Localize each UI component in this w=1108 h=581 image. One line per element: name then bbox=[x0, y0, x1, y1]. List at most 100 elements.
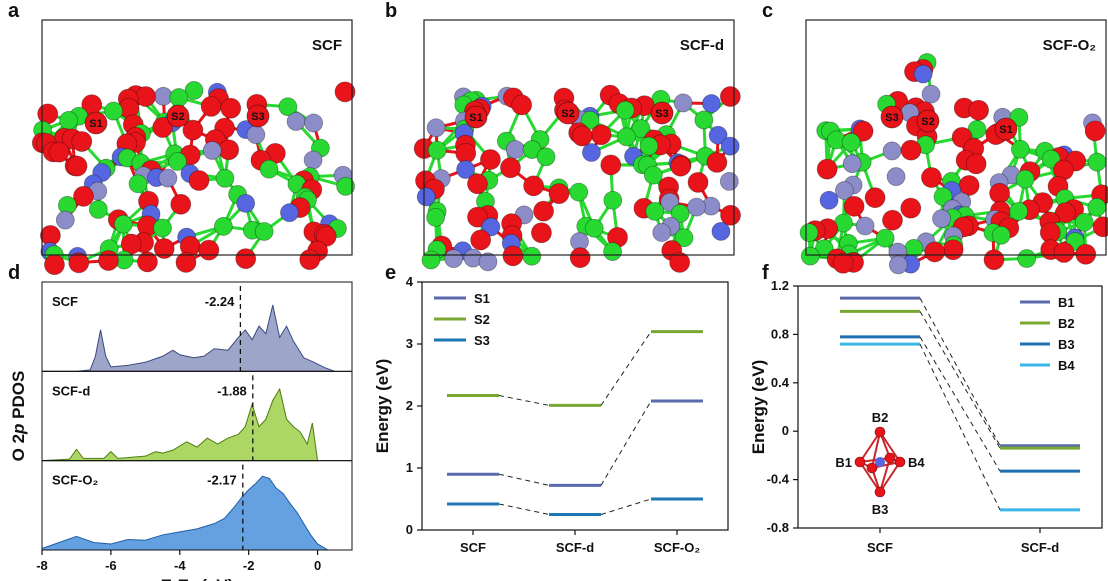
x-tick-label: SCF-d bbox=[1021, 540, 1059, 555]
metal-atom bbox=[639, 136, 659, 156]
oxygen-atom bbox=[71, 131, 93, 152]
structure-frame bbox=[805, 19, 1107, 256]
oxygen-atom bbox=[470, 229, 492, 251]
panel-letter-b: b bbox=[385, 0, 398, 22]
site-label: S1 bbox=[999, 124, 1012, 136]
metal-atom bbox=[652, 223, 672, 242]
metal-atom bbox=[708, 125, 728, 145]
site-label: S2 bbox=[171, 111, 184, 123]
metal-atom bbox=[236, 193, 256, 213]
legend-label: B4 bbox=[1058, 358, 1075, 373]
metal-atom bbox=[645, 201, 665, 221]
metal-atom bbox=[584, 218, 604, 238]
metal-atom bbox=[55, 210, 75, 230]
oxygen-atom bbox=[198, 239, 220, 261]
pdos-subpanel: SCF-O₂ -2.17 bbox=[41, 460, 353, 551]
y-tick-label: -0.4 bbox=[767, 472, 790, 487]
connector-line bbox=[498, 394, 550, 406]
metal-atom bbox=[59, 111, 79, 130]
oxygen-atom bbox=[1075, 243, 1097, 265]
metal-atom bbox=[886, 167, 906, 186]
metal-atom bbox=[913, 64, 933, 84]
oxygen-atom bbox=[170, 193, 192, 215]
oxygen-atom bbox=[511, 94, 533, 116]
y-tick-label: 1 bbox=[406, 460, 413, 475]
oxygen-atom bbox=[66, 155, 88, 177]
oxygen-atom bbox=[968, 99, 990, 121]
oxygen-atom bbox=[687, 171, 709, 193]
oxygen-atom bbox=[153, 238, 175, 259]
metal-atom bbox=[603, 190, 623, 210]
metal-atom bbox=[184, 81, 204, 100]
metal-atom bbox=[286, 112, 306, 131]
oxygen-atom bbox=[235, 248, 257, 270]
metal-atom bbox=[991, 225, 1011, 245]
metal-atom bbox=[631, 119, 651, 138]
oxygen-atom bbox=[852, 120, 874, 142]
octahedron-edge bbox=[879, 431, 901, 463]
metal-atom bbox=[933, 187, 953, 207]
oxygen-atom bbox=[182, 119, 204, 141]
oxygen-atom bbox=[548, 183, 570, 204]
oxygen-atom bbox=[882, 209, 903, 231]
metal-atom bbox=[278, 97, 298, 117]
dband-value-label: -2.24 bbox=[205, 294, 235, 309]
atom-cluster bbox=[799, 53, 1108, 275]
metal-atom bbox=[603, 242, 622, 261]
oxygen-atom bbox=[1053, 242, 1075, 263]
metal-atom bbox=[421, 250, 441, 270]
panel-letter-d: d bbox=[8, 262, 21, 284]
y-tick-label: 0 bbox=[406, 522, 413, 537]
octahedron-edge bbox=[871, 431, 881, 469]
oxygen-atom bbox=[1092, 216, 1108, 238]
metal-atom bbox=[416, 187, 436, 207]
inset-label-b1: B1 bbox=[835, 455, 852, 470]
legend-label: S1 bbox=[474, 291, 490, 306]
metal-atom bbox=[670, 204, 690, 223]
oxygen-atom bbox=[73, 185, 94, 207]
metal-atom bbox=[932, 209, 951, 229]
metal-atom bbox=[427, 140, 447, 160]
site-atom bbox=[464, 105, 488, 129]
oxygen-atom bbox=[600, 154, 622, 176]
octahedron-inset bbox=[854, 426, 906, 498]
metal-atom bbox=[456, 160, 476, 179]
y-tick-label: 0.4 bbox=[771, 375, 790, 390]
metal-atom bbox=[280, 203, 299, 223]
panel-letter-f: f bbox=[762, 262, 769, 284]
y-tick-label: 1.2 bbox=[771, 278, 789, 293]
oxygen-atom bbox=[843, 195, 865, 217]
panel-letter-c: c bbox=[762, 0, 774, 22]
y-axis-title: O 2p PDOS bbox=[9, 371, 28, 462]
oxygen-atom bbox=[669, 251, 691, 273]
oxygen-atom bbox=[854, 456, 866, 468]
oxygen-atom bbox=[900, 197, 922, 219]
pdos-area bbox=[41, 475, 330, 551]
atom-cluster bbox=[31, 81, 356, 275]
dband-value-label: -1.88 bbox=[217, 383, 247, 398]
site-label: S1 bbox=[89, 118, 102, 130]
metal-atom bbox=[113, 214, 133, 234]
oxygen-atom bbox=[921, 167, 942, 188]
metal-atom bbox=[1041, 149, 1061, 169]
x-tick-label: SCF-O₂ bbox=[654, 540, 700, 555]
x-tick-label: -2 bbox=[243, 558, 255, 573]
pdos-area bbox=[41, 387, 319, 462]
oxygen-atom bbox=[220, 97, 242, 119]
metal-atom bbox=[719, 171, 739, 191]
octahedron-edge bbox=[859, 461, 881, 493]
oxygen-atom bbox=[200, 95, 222, 117]
connector-line bbox=[498, 503, 550, 515]
site-atom bbox=[994, 117, 1018, 141]
oxygen-atom bbox=[989, 182, 1011, 204]
metal-atom bbox=[799, 223, 819, 243]
pdos-series-label: SCF-d bbox=[52, 383, 90, 398]
site-label: S2 bbox=[561, 108, 574, 120]
metal-atom bbox=[88, 200, 108, 219]
x-tick-label: SCF-d bbox=[556, 540, 594, 555]
metal-atom bbox=[1009, 202, 1029, 221]
oxygen-atom bbox=[884, 452, 896, 464]
legend-label: B1 bbox=[1058, 295, 1075, 310]
metal-atom bbox=[569, 182, 589, 202]
pdos-subpanel: SCF-d -1.88 bbox=[41, 370, 353, 462]
